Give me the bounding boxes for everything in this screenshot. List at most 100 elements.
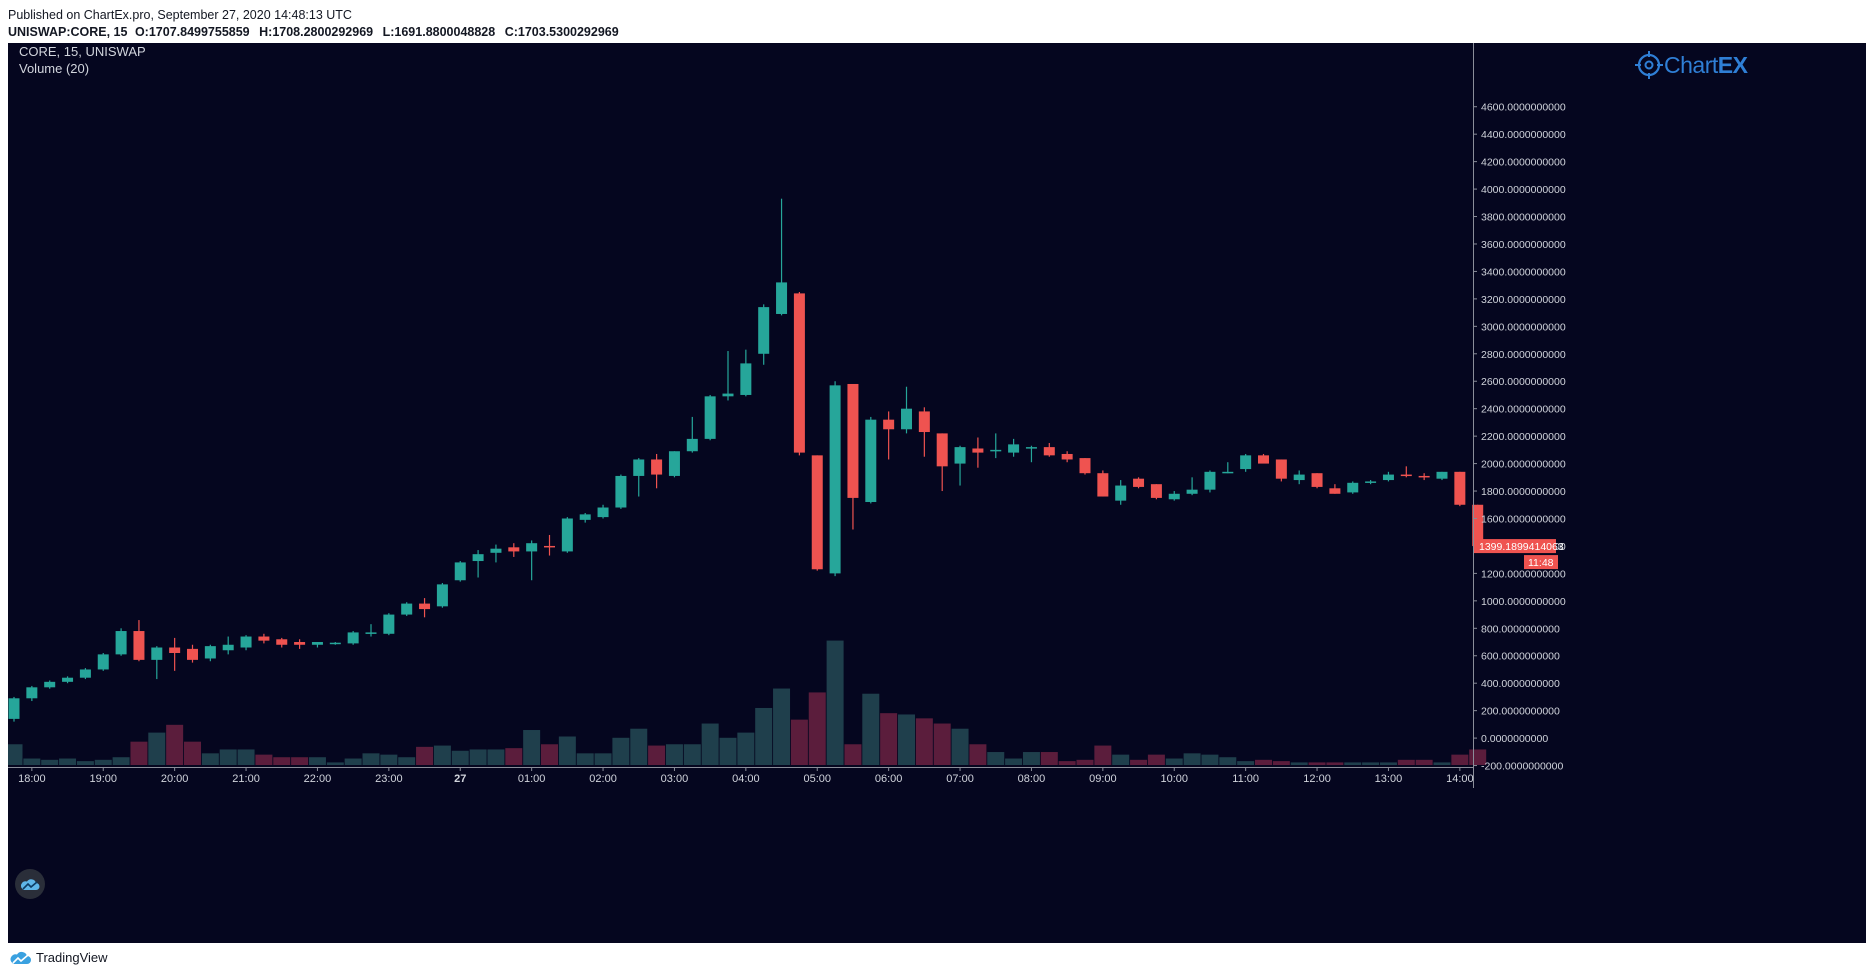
- price-tick-label: 2800.0000000000: [1481, 349, 1566, 361]
- candle-body: [1311, 473, 1323, 487]
- candle-body: [44, 681, 56, 688]
- candle-body: [204, 646, 216, 659]
- price-tick-label: 4200.0000000000: [1481, 157, 1566, 169]
- candle-body: [508, 547, 520, 552]
- candle-body: [311, 642, 323, 645]
- price-axis[interactable]: -200.0000000000 0.0000000000 200.000000000…: [1473, 43, 1566, 788]
- candle-body: [294, 642, 306, 645]
- volume-bar: [273, 757, 291, 765]
- volume-bars: [8, 640, 1487, 765]
- volume-bar: [112, 757, 130, 765]
- price-tick-label: 4400.0000000000: [1481, 129, 1566, 141]
- price-tick-label: 800.0000000000: [1481, 623, 1560, 635]
- price-tick-label: 3000.0000000000: [1481, 321, 1566, 333]
- volume-bar: [1237, 761, 1255, 765]
- price-tick-label: 2200.0000000000: [1481, 431, 1566, 443]
- crosshair-logo-icon: [1635, 51, 1663, 79]
- price-tick-label: 3400.0000000000: [1481, 266, 1566, 278]
- candle-body: [365, 632, 377, 634]
- volume-bar: [344, 758, 362, 765]
- countdown-tag: [1524, 555, 1558, 570]
- last-price-label: 1399.1899414063: [1479, 541, 1564, 553]
- candle-body: [151, 647, 163, 660]
- candle-body: [1293, 474, 1305, 481]
- candle-body: [1365, 481, 1377, 483]
- price-tick-label: 3200.0000000000: [1481, 294, 1566, 306]
- volume-bar: [487, 749, 505, 765]
- tradingview-badge[interactable]: [15, 869, 45, 899]
- volume-bar: [1326, 762, 1344, 765]
- candle-body: [722, 393, 734, 397]
- volume-bar: [416, 746, 434, 765]
- candle-body: [972, 448, 984, 453]
- volume-bar: [915, 718, 933, 765]
- volume-bar: [184, 741, 201, 765]
- volume-bar: [1130, 759, 1148, 765]
- price-tick-label: 3800.0000000000: [1481, 212, 1566, 224]
- volume-bar: [1362, 762, 1380, 765]
- volume-bar: [1433, 762, 1451, 765]
- candle-body: [954, 447, 966, 464]
- candle-body: [651, 459, 663, 475]
- time-tick-label: 23:00: [375, 773, 403, 785]
- chart-panel[interactable]: -200.0000000000 0.0000000000 200.000000000…: [8, 43, 1866, 943]
- candle-body: [829, 385, 841, 574]
- candles: [8, 198, 1484, 722]
- volume-bar: [719, 737, 737, 765]
- close-value: C:1703.5300292969: [504, 25, 619, 39]
- candle-body: [1204, 471, 1216, 490]
- price-tick-label: 1200.0000000000: [1481, 568, 1566, 580]
- candle-body: [401, 603, 413, 615]
- candle-body: [990, 449, 1002, 452]
- candle-body: [1043, 447, 1055, 456]
- candle-body: [1115, 485, 1127, 501]
- price-tick-label: 200.0000000000: [1481, 706, 1560, 718]
- time-tick-label: 18:00: [18, 773, 46, 785]
- volume-bar: [451, 750, 469, 765]
- candle-body: [115, 631, 127, 655]
- last-price-tag: [1474, 539, 1556, 554]
- volume-bar: [648, 745, 666, 765]
- candle-body: [169, 647, 181, 653]
- candle-body: [1275, 459, 1287, 479]
- volume-bar: [612, 737, 630, 765]
- chart-canvas[interactable]: -200.0000000000 0.0000000000 200.000000000…: [8, 43, 1866, 943]
- volume-bar: [1290, 762, 1308, 765]
- volume-bar: [166, 724, 184, 765]
- candle-body: [597, 507, 609, 518]
- time-tick-label: 06:00: [875, 773, 903, 785]
- time-tick-label: 19:00: [89, 773, 117, 785]
- volume-bar: [523, 730, 541, 765]
- volume-bar: [808, 692, 826, 765]
- candle-body: [1240, 455, 1252, 470]
- symbol-interval: UNISWAP:CORE, 15: [8, 25, 128, 39]
- candle-body: [1097, 473, 1109, 497]
- candle-body: [1168, 493, 1180, 500]
- volume-bar: [790, 719, 808, 765]
- chartex-logo: ChartEX: [1634, 47, 1748, 83]
- candle-body: [8, 698, 20, 719]
- tradingview-footer[interactable]: TradingView: [10, 950, 108, 965]
- time-axis[interactable]: 18:00 19:00 20:00 21:00 22:00 23:00 27 01:00 02:…: [8, 767, 1474, 785]
- volume-bar: [969, 744, 987, 765]
- volume-bar: [1397, 759, 1415, 765]
- candle-body: [240, 636, 252, 648]
- tradingview-label: TradingView: [36, 950, 108, 965]
- time-tick-label: 07:00: [946, 773, 974, 785]
- candle-body: [793, 293, 805, 453]
- volume-bar: [1165, 758, 1183, 765]
- price-tick-label: 1000.0000000000: [1481, 596, 1566, 608]
- candle-body: [26, 687, 38, 699]
- volume-bar: [683, 744, 701, 765]
- volume-bar: [773, 688, 791, 765]
- tradingview-cloud-icon: [10, 951, 31, 964]
- published-line: Published on ChartEx.pro, September 27, …: [8, 8, 352, 22]
- series-legend: CORE, 15, UNISWAP: [19, 44, 146, 59]
- time-tick-label: 11:00: [1232, 773, 1259, 785]
- time-tick-label: 03:00: [661, 773, 689, 785]
- candle-body: [704, 396, 716, 439]
- time-tick-label: 27: [454, 773, 466, 785]
- volume-bar: [8, 744, 23, 765]
- candle-body: [776, 282, 788, 314]
- candle-body: [1472, 504, 1484, 547]
